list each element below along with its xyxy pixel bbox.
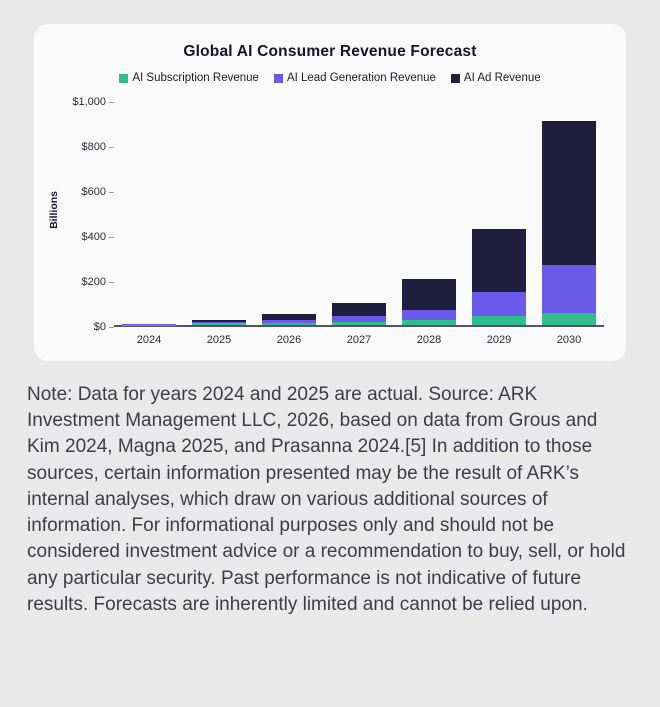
bar-segment bbox=[402, 309, 456, 321]
bar-slot bbox=[254, 102, 324, 325]
x-tick-label: 2027 bbox=[346, 334, 372, 346]
x-tick-label: 2025 bbox=[206, 334, 232, 346]
plot-area bbox=[114, 102, 604, 327]
x-tick-label: 2026 bbox=[276, 334, 302, 346]
stacked-bar bbox=[402, 278, 456, 325]
y-tick-mark bbox=[109, 191, 114, 193]
x-tick-label: 2030 bbox=[556, 334, 582, 346]
y-tick-label: $0 bbox=[93, 321, 106, 333]
stacked-bar bbox=[332, 302, 386, 325]
bar-slot bbox=[184, 102, 254, 325]
stacked-bar bbox=[472, 229, 526, 325]
chart-legend: AI Subscription Revenue AI Lead Generatio… bbox=[48, 72, 612, 84]
y-tick-label: $1,000 bbox=[72, 96, 106, 108]
x-tick-label: 2029 bbox=[486, 334, 512, 346]
y-tick-mark bbox=[109, 281, 114, 283]
y-tick-mark bbox=[109, 236, 114, 238]
y-tick-mark bbox=[109, 101, 114, 103]
bar-slot bbox=[114, 102, 184, 325]
y-tick-mark bbox=[109, 326, 114, 328]
bar-slot bbox=[324, 102, 394, 325]
bar-segment bbox=[402, 320, 456, 325]
y-tick-mark bbox=[109, 146, 114, 148]
bar-segment bbox=[262, 319, 316, 323]
y-tick-label: $400 bbox=[81, 231, 106, 243]
legend-swatch bbox=[450, 73, 460, 83]
stacked-bar bbox=[122, 323, 176, 325]
legend-swatch bbox=[119, 73, 129, 83]
bar-slot bbox=[394, 102, 464, 325]
y-tick-label: $800 bbox=[81, 141, 106, 153]
bar-segment bbox=[542, 265, 596, 313]
legend-label: AI Ad Revenue bbox=[463, 72, 541, 84]
chart-card: Global AI Consumer Revenue Forecast AI S… bbox=[34, 24, 626, 361]
bar-slot bbox=[534, 102, 604, 325]
legend-item: AI Subscription Revenue bbox=[119, 72, 259, 84]
legend-item: AI Ad Revenue bbox=[450, 72, 541, 84]
legend-item: AI Lead Generation Revenue bbox=[273, 72, 436, 84]
bar-segment bbox=[472, 292, 526, 316]
y-tick: $0 bbox=[94, 321, 114, 333]
x-axis-labels: 2024 2025 2026 2027 2028 2029 2030 bbox=[114, 334, 604, 346]
x-tick-label: 2024 bbox=[136, 334, 162, 346]
y-tick: $200 bbox=[82, 276, 114, 288]
bar-slot bbox=[464, 102, 534, 325]
bar-segment bbox=[542, 312, 596, 325]
chart-area: Billions $0 $200 $400 $600 $800 $1,000 2024 20… bbox=[48, 96, 612, 346]
bar-segment bbox=[472, 229, 526, 293]
y-tick-label: $600 bbox=[81, 186, 106, 198]
bar-segment bbox=[192, 323, 246, 325]
bar-segment bbox=[192, 320, 246, 323]
bar-segment bbox=[332, 302, 386, 317]
bar-segment bbox=[332, 322, 386, 325]
bar-segment bbox=[262, 322, 316, 325]
legend-label: AI Lead Generation Revenue bbox=[286, 72, 436, 84]
x-tick-label: 2028 bbox=[416, 334, 442, 346]
bar-segment bbox=[332, 316, 386, 323]
legend-label: AI Subscription Revenue bbox=[132, 72, 259, 84]
bar-segment bbox=[262, 314, 316, 320]
bar-segment bbox=[402, 278, 456, 310]
y-tick-label: $200 bbox=[81, 276, 106, 288]
y-axis-label: Billions bbox=[48, 191, 60, 229]
stacked-bar bbox=[192, 320, 246, 325]
bar-segment bbox=[472, 316, 526, 325]
y-tick: $400 bbox=[82, 231, 114, 243]
y-axis-ticks: $0 $200 $400 $600 $800 $1,000 bbox=[62, 96, 114, 333]
bar-segment bbox=[192, 322, 246, 324]
stacked-bar bbox=[542, 121, 596, 325]
chart-title: Global AI Consumer Revenue Forecast bbox=[183, 43, 477, 60]
stacked-bar bbox=[262, 314, 316, 325]
y-tick: $800 bbox=[82, 141, 114, 153]
disclaimer-note: Note: Data for years 2024 and 2025 are a… bbox=[27, 384, 626, 615]
bar-segment bbox=[542, 121, 596, 266]
bars bbox=[114, 102, 604, 325]
legend-swatch bbox=[273, 73, 283, 83]
y-tick: $600 bbox=[82, 186, 114, 198]
y-tick: $1,000 bbox=[72, 96, 114, 108]
